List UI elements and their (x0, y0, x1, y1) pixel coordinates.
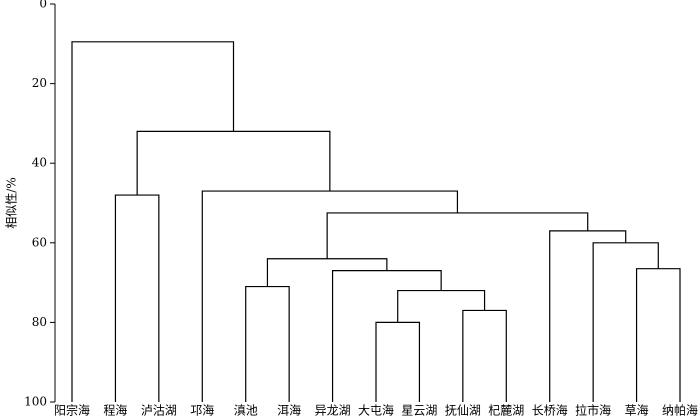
y-tick-label: 80 (32, 315, 47, 329)
y-axis-title: 相似性/% (5, 177, 19, 228)
dendrogram-link (245, 285, 290, 402)
y-tick-label: 100 (24, 395, 47, 409)
leaf-label: 洱海 (277, 403, 301, 418)
leaf-label: 草海 (625, 403, 649, 418)
dendrogram-link (397, 289, 486, 323)
leaf-label: 拉市海 (575, 403, 611, 418)
leaf-label: 阳宗海 (54, 403, 90, 418)
dendrogram-link (462, 309, 507, 402)
leaf-label: 异龙湖 (315, 403, 351, 418)
dendrogram-link (375, 321, 421, 402)
dendrogram-link (549, 230, 627, 402)
leaf-label: 长桥海 (532, 403, 568, 418)
leaf-label: 星云湖 (401, 403, 437, 418)
dendrogram-link (635, 268, 681, 402)
leaf-label: 滇池 (234, 404, 258, 418)
leaf-label: 邛海 (190, 403, 214, 418)
y-tick-label: 20 (32, 76, 47, 90)
dendrogram-link (71, 41, 235, 402)
leaf-label: 大屯海 (358, 403, 394, 418)
leaf-label: 杞麓湖 (488, 403, 524, 418)
dendrogram-link (266, 258, 388, 287)
leaf-label: 纳帕海 (662, 403, 698, 418)
dendrogram-link (592, 242, 659, 402)
leaf-label: 程海 (103, 403, 127, 418)
y-tick-label: 40 (32, 156, 47, 170)
dendrogram-link (114, 194, 160, 402)
leaf-label: 泸沽湖 (141, 403, 177, 418)
leaf-label: 抚仙湖 (445, 403, 481, 418)
y-tick-label: 60 (32, 235, 47, 249)
dendrogram-link (326, 212, 589, 259)
dendrogram-link (136, 130, 331, 196)
y-tick-label: 0 (39, 0, 47, 11)
